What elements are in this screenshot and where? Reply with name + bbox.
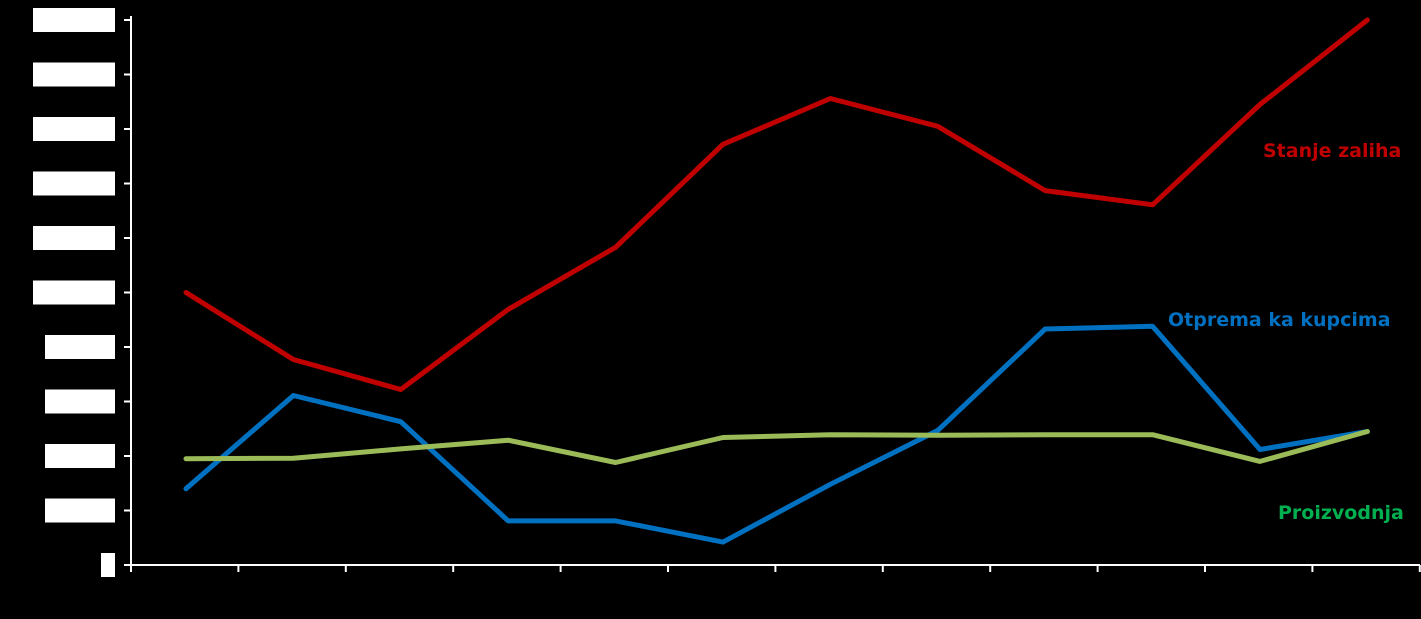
y-tick-label-mask [45, 389, 115, 414]
series-line-proizvodnja [183, 429, 1370, 465]
y-tick-label-mask [45, 498, 115, 523]
y-tick-label-mask [33, 62, 115, 87]
series-lines [183, 17, 1370, 545]
y-tick-label-mask [33, 171, 115, 196]
series-line-otprema-ka-kupcima [183, 323, 1370, 545]
y-tick-label-mask [33, 226, 115, 250]
y-tick-label-mask [45, 444, 115, 468]
series-line-stanje-zaliha [183, 17, 1370, 392]
y-tick-label-mask [45, 335, 115, 359]
series-label-stanje-zaliha: Stanje zaliha [1263, 140, 1402, 162]
y-tick-label-mask [33, 117, 115, 141]
series-label-proizvodnja: Proizvodnja [1278, 502, 1404, 524]
series-label-otprema-ka-kupcima: Otprema ka kupcima [1168, 309, 1391, 331]
y-tick-label-mask [101, 553, 115, 577]
axes [124, 16, 1421, 572]
y-tick-label-mask [33, 8, 115, 32]
y-tick-label-mask [33, 280, 115, 305]
y-tick-label-boxes [33, 8, 115, 577]
